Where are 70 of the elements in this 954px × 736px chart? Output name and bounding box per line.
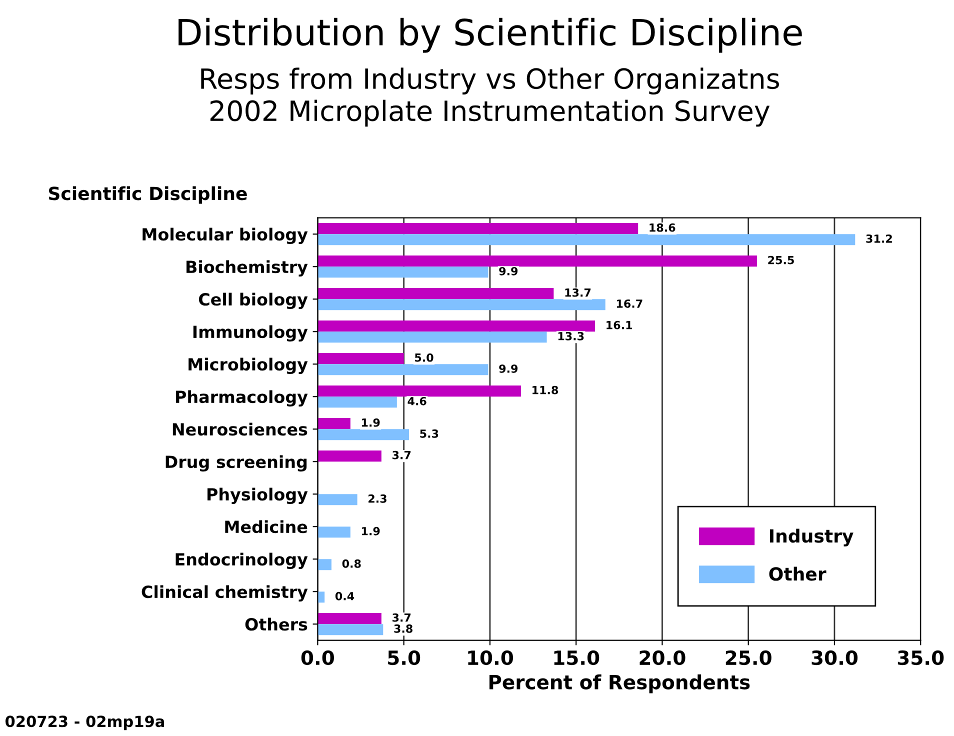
y-tick-label: Cell biology	[198, 292, 308, 310]
bar	[318, 364, 488, 376]
y-tick-label: Others	[245, 618, 308, 631]
y-tick-label: Endocrinology	[176, 552, 308, 570]
y-tick-label: Clinical chemistry	[142, 585, 308, 602]
y-tick-label: Pharmacology	[176, 390, 308, 407]
bar	[318, 624, 384, 636]
data-label: 0.8	[342, 559, 361, 568]
data-label: 0.4	[335, 592, 354, 600]
text: 020723 - 02mp19a	[6, 716, 164, 730]
data-label: 18.6	[650, 223, 676, 232]
legend-label: Other	[769, 566, 826, 581]
data-label: 31.2	[866, 234, 892, 243]
data-label: 5.3	[420, 429, 438, 438]
x-tick-label: 0.0	[301, 650, 334, 666]
y-tick-label: Medicine	[225, 520, 308, 534]
bar	[318, 396, 397, 408]
bar	[318, 592, 325, 603]
y-tick-label: Immunology	[193, 325, 308, 342]
bar	[318, 386, 521, 397]
data-label: 3.8	[394, 624, 412, 633]
data-label: 25.5	[768, 256, 794, 264]
data-label: 2.3	[368, 494, 386, 503]
x-tick-label: 20.0	[640, 650, 686, 666]
x-tick-label: 35.0	[898, 650, 944, 666]
data-label: 13.3	[558, 332, 584, 340]
bar	[318, 429, 409, 440]
bar	[318, 613, 382, 624]
y-tick-label: Biochemistry	[186, 260, 308, 277]
bar	[318, 526, 350, 538]
data-label: 16.1	[606, 320, 632, 330]
x-tick-label: 25.0	[726, 650, 772, 666]
data-label: 1.9	[362, 418, 380, 427]
bar	[318, 450, 382, 462]
data-label: 13.7	[565, 288, 591, 297]
data-label: 3.7	[392, 613, 411, 622]
bar	[318, 332, 547, 343]
chart-title: Distribution by Scientific Discipline	[178, 18, 802, 53]
chart-subtitle: Resps from Industry vs Other Organizatns 2002 Microplate Instrumentation Survey	[201, 68, 779, 127]
data-label: 16.7	[616, 299, 642, 308]
x-tick-label: 30.0	[812, 650, 858, 666]
data-label: 11.8	[532, 386, 558, 394]
y-tick-label: Microbiology	[188, 358, 308, 374]
bar	[318, 223, 638, 234]
data-label: 9.9	[499, 364, 518, 373]
y-tick-label: Drug screening	[166, 455, 307, 472]
x-tick-label: 10.0	[468, 650, 514, 666]
bar	[318, 256, 757, 267]
bar	[318, 288, 554, 300]
legend-label: Industry	[770, 528, 854, 546]
bar	[318, 559, 332, 570]
data-label: 9.9	[499, 266, 518, 276]
bar	[318, 234, 856, 246]
data-label: 4.6	[408, 396, 426, 406]
bar	[318, 418, 350, 430]
x-tick-label: 5.0	[388, 650, 420, 666]
x-tick-label: 15.0	[554, 650, 600, 666]
data-label: 5.0	[415, 353, 434, 362]
y-axis-title: Scientific Discipline	[48, 186, 247, 204]
bar	[318, 320, 596, 332]
bar	[318, 266, 488, 278]
bar	[318, 299, 606, 310]
bar	[318, 494, 358, 506]
data-label: 3.7	[392, 450, 411, 460]
x-axis-title: Percent of Respondents	[489, 674, 750, 694]
data-label: 1.9	[362, 526, 380, 536]
y-tick-label: Molecular biology	[142, 228, 308, 244]
bar	[318, 353, 404, 364]
y-tick-label: Physiology	[208, 488, 308, 504]
y-tick-label: Neurosciences	[172, 422, 308, 436]
